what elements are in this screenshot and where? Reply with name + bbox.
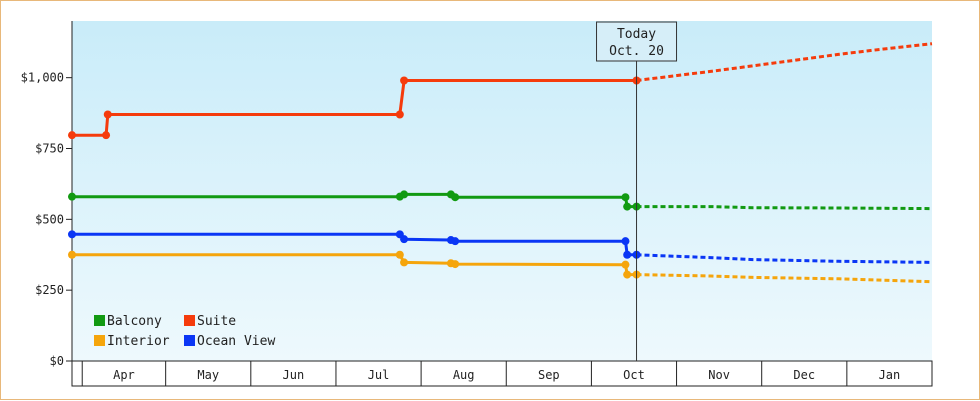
data-point (451, 237, 460, 246)
forecast-line-interior (636, 273, 933, 284)
forecast-line-balcony (636, 205, 933, 211)
x-tick-label: May (197, 368, 219, 382)
data-point (395, 110, 404, 119)
y-tick-label: $500 (35, 212, 64, 226)
legend-swatch (94, 315, 105, 326)
legend-swatch (184, 335, 195, 346)
legend-label: Ocean View (197, 334, 275, 349)
legend-label: Suite (197, 314, 236, 329)
today-label-box (596, 21, 678, 62)
x-tick-label: Oct (623, 368, 645, 382)
legend-swatch (94, 335, 105, 346)
x-tick-label: Jan (879, 368, 901, 382)
legend-swatch (184, 315, 195, 326)
x-axis-band (71, 360, 933, 387)
data-point (451, 193, 460, 202)
forecast-line-ocean-view (636, 253, 933, 264)
y-tick-label: $750 (35, 142, 64, 156)
x-tick-label: Jun (283, 368, 305, 382)
data-point (68, 192, 76, 201)
x-tick-label: Aug (453, 368, 475, 382)
legend-label: Interior (107, 334, 170, 349)
y-tick-label: $1,000 (21, 71, 64, 85)
forecast-line-suite (636, 42, 933, 82)
data-point (400, 76, 409, 85)
data-point (400, 258, 409, 267)
data-point (395, 250, 404, 259)
data-point (68, 230, 76, 239)
x-tick-label: Apr (113, 368, 135, 382)
x-tick-label: Jul (368, 368, 390, 382)
data-point (621, 260, 630, 269)
data-point (68, 250, 76, 259)
legend-label: Balcony (107, 314, 162, 329)
y-tick-label: $0 (50, 354, 64, 368)
data-point (68, 131, 76, 140)
x-tick-label: Nov (708, 368, 730, 382)
plot-background (72, 21, 932, 361)
data-point (623, 270, 632, 279)
data-point (623, 202, 632, 211)
x-tick-label: Sep (538, 368, 560, 382)
data-point (451, 260, 460, 269)
series-line-suite (72, 79, 637, 137)
data-point (400, 190, 409, 199)
data-point (621, 193, 630, 202)
today-date-label: Oct. 20 (609, 44, 664, 59)
data-point (400, 235, 409, 244)
x-tick-label: Dec (793, 368, 815, 382)
data-point (103, 110, 112, 119)
y-tick-label: $250 (35, 283, 64, 297)
today-label: Today (617, 27, 656, 42)
data-point (623, 250, 632, 259)
data-point (102, 131, 111, 140)
data-point (621, 237, 630, 246)
